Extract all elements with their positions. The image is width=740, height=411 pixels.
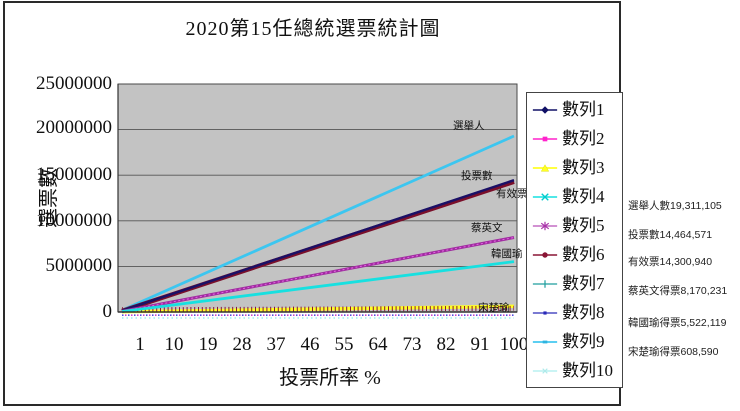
series4-x-marker-icon	[532, 192, 558, 201]
series-9-line	[121, 134, 515, 312]
stat-label: 有效票	[628, 256, 660, 268]
chart-legend[interactable]: 數列1 數列2 數列3 數列4	[526, 92, 623, 388]
stat-label: 投票數	[628, 229, 660, 241]
stat-value: 14,464,571	[659, 229, 713, 241]
y-axis-tick-labels: 25000000 20000000 15000000 10000000 5000…	[30, 0, 112, 411]
stat-value: 5,522,119	[680, 317, 727, 329]
annotation-electors: 選舉人	[453, 121, 485, 132]
series5-asterisk-marker-icon	[532, 221, 558, 230]
series-2-tick-row	[121, 305, 515, 313]
series9-line-marker-icon	[532, 340, 558, 343]
x-tick: 82	[436, 334, 456, 355]
x-tick: 46	[300, 334, 320, 355]
series7-plus-marker-icon	[532, 279, 558, 288]
series-1-line	[121, 179, 515, 312]
series-4-line	[121, 260, 515, 313]
series8-dash-marker-icon	[532, 310, 558, 315]
legend-label: 數列8	[562, 302, 605, 322]
stat-label: 韓國瑜得票	[628, 317, 681, 329]
stat-value: 8,170,231	[680, 285, 728, 297]
legend-item-series3: 數列3	[531, 155, 622, 181]
stat-han: 韓國瑜得票5,522,119	[628, 315, 726, 330]
x-tick: 10	[164, 334, 184, 355]
x-tick: 28	[232, 334, 252, 355]
y-tick: 15000000	[36, 164, 112, 185]
stat-value: 19,311,105	[670, 200, 722, 212]
legend-label: 數列1	[562, 99, 605, 119]
stat-electors: 選舉人數19,311,105	[628, 198, 722, 213]
y-tick: 5000000	[45, 255, 113, 276]
x-axis-title: 投票所率 %	[279, 367, 381, 389]
y-tick: 0	[102, 301, 113, 322]
legend-label: 數列10	[562, 360, 613, 380]
x-tick: 64	[368, 334, 388, 355]
legend-item-series9: 數列9	[531, 329, 622, 355]
series10-x-light-marker-icon	[532, 367, 558, 374]
stat-value: 14,300,940	[659, 256, 713, 268]
stat-label: 選舉人數	[628, 200, 670, 212]
stat-soong: 宋楚瑜得票608,590	[628, 344, 718, 359]
annotation-valid-votes: 有效票	[496, 189, 528, 200]
stat-votes-cast: 投票數14,464,571	[628, 227, 712, 242]
legend-item-series7: 數列7	[531, 271, 622, 297]
series-5-marker-texture	[121, 236, 515, 312]
legend-item-series5: 數列5	[531, 213, 622, 239]
vote-stats-panel: 選舉人數19,311,105 投票數14,464,571 有效票14,300,9…	[628, 0, 740, 411]
chart-title: 2020第15任總統選票統計圖	[185, 18, 441, 40]
legend-label: 數列5	[562, 215, 605, 235]
y-tick: 20000000	[36, 117, 112, 138]
legend-item-series2: 數列2	[531, 126, 622, 152]
legend-label: 數列7	[562, 273, 605, 293]
series1-diamond-marker-icon	[532, 105, 558, 114]
x-tick: 1	[135, 334, 145, 355]
legend-label: 數列9	[562, 331, 605, 351]
series6-circle-marker-icon	[532, 251, 558, 258]
legend-item-series4: 數列4	[531, 184, 622, 210]
x-tick: 73	[402, 334, 422, 355]
x-tick: 100	[499, 334, 529, 355]
stat-value: 608,590	[680, 346, 719, 358]
stat-tsai: 蔡英文得票8,170,231	[628, 283, 727, 298]
y-tick: 10000000	[36, 210, 112, 231]
x-tick: 37	[266, 334, 286, 355]
legend-label: 數列6	[562, 244, 605, 264]
legend-item-series8: 數列8	[531, 300, 622, 326]
annotation-tsai: 蔡英文	[471, 223, 503, 234]
legend-label: 數列4	[562, 186, 605, 206]
gridlines	[118, 129, 517, 267]
stat-valid-votes: 有效票14,300,940	[628, 254, 712, 269]
x-tick: 91	[470, 334, 490, 355]
annotation-soong: 宋楚瑜	[478, 303, 510, 314]
legend-item-series6: 數列6	[531, 242, 622, 268]
annotation-votes-cast: 投票數	[461, 171, 493, 182]
x-tick: 55	[334, 334, 354, 355]
x-tick: 19	[198, 334, 218, 355]
annotation-han: 韓國瑜	[491, 249, 523, 260]
legend-label: 數列2	[562, 128, 605, 148]
plot-area[interactable]	[117, 83, 518, 322]
legend-label: 數列3	[562, 157, 605, 177]
series3-triangle-marker-icon	[532, 163, 558, 171]
legend-item-series10: 數列10	[531, 358, 622, 384]
y-tick: 25000000	[36, 73, 112, 94]
series2-square-marker-icon	[532, 136, 558, 141]
stat-label: 蔡英文得票	[628, 285, 681, 297]
stat-label: 宋楚瑜得票	[628, 346, 681, 358]
legend-item-series1: 數列1	[531, 97, 622, 123]
